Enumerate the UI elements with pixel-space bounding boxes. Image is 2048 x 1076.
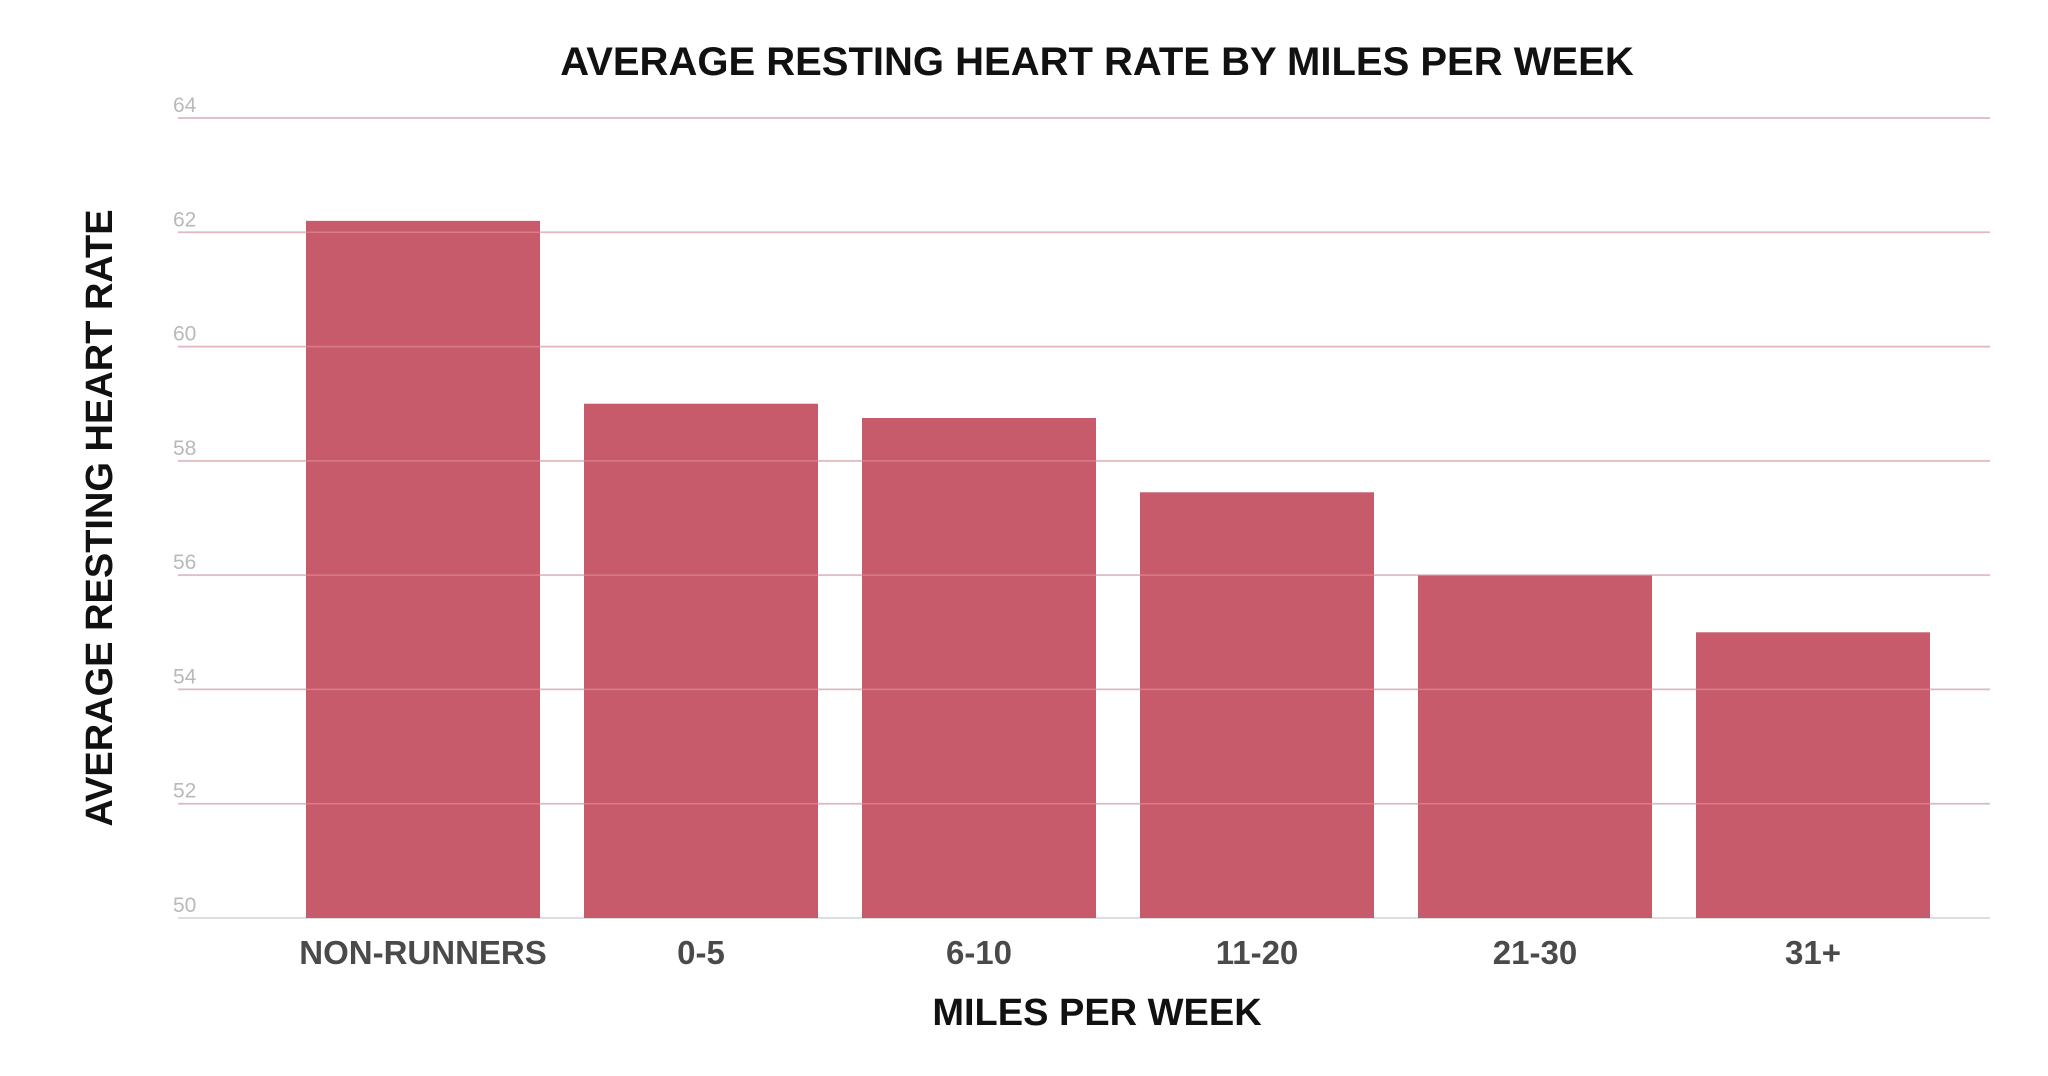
bar-5: [1696, 632, 1930, 918]
x-tick-label: 31+: [1785, 934, 1841, 971]
bar-1: [584, 403, 818, 918]
y-tick-label: 64: [173, 94, 197, 117]
x-tick-label: 21-30: [1493, 934, 1577, 971]
y-tick-label: 60: [173, 323, 196, 346]
gridlines-over-bars: [178, 117, 1990, 805]
y-tick-label: 52: [173, 780, 196, 803]
y-tick-label: 54: [173, 665, 197, 688]
chart-title: AVERAGE RESTING HEART RATE BY MILES PER …: [560, 40, 1634, 84]
y-tick-label: 50: [173, 894, 196, 917]
bar-4: [1418, 575, 1652, 918]
x-tick-label: 0-5: [677, 934, 725, 971]
y-axis-ticks: 50 52 54 56 58 60 62 64: [173, 94, 197, 917]
y-tick-label: 56: [173, 551, 196, 574]
x-tick-label: 6-10: [946, 934, 1012, 971]
bar-0: [306, 220, 540, 918]
x-axis-categories: NON-RUNNERS 0-5 6-10 11-20 21-30 31+: [299, 934, 1841, 971]
x-tick-label: NON-RUNNERS: [299, 934, 547, 971]
bar-3: [1140, 492, 1374, 918]
y-axis-title: AVERAGE RESTING HEART RATE: [79, 209, 121, 826]
bar-2: [862, 418, 1096, 918]
x-axis-title: MILES PER WEEK: [932, 992, 1262, 1034]
bars: [306, 220, 1930, 918]
y-tick-label: 58: [173, 437, 196, 460]
x-tick-label: 11-20: [1216, 934, 1299, 971]
y-tick-label: 62: [173, 208, 196, 231]
